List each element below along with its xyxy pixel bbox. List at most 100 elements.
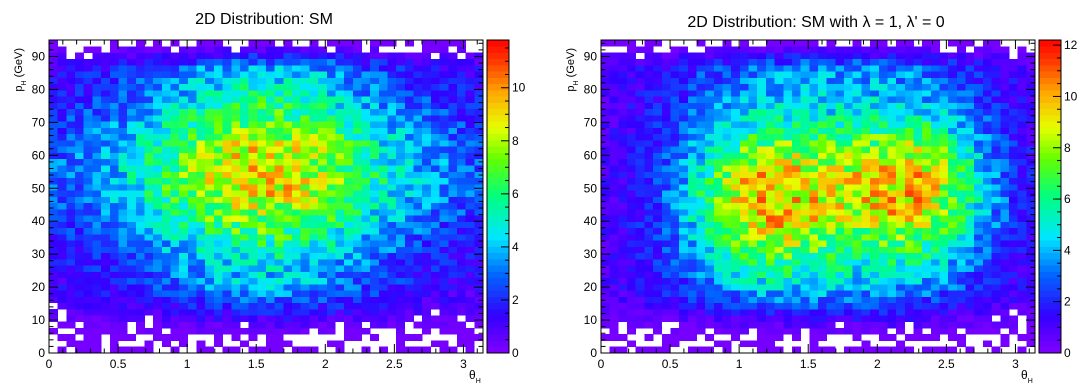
heatmap-cell [800, 96, 810, 103]
heatmap-cell [818, 133, 827, 141]
heatmap-cell [266, 158, 275, 166]
heatmap-cell [731, 171, 741, 179]
heatmap-cell [948, 133, 958, 141]
heatmap-cell [982, 215, 992, 222]
heatmap-cell [783, 133, 793, 141]
heatmap-cell [170, 115, 180, 122]
heatmap-cell [774, 96, 784, 103]
heatmap-cell [982, 221, 992, 229]
heatmap-cell [361, 177, 371, 185]
heatmap-cell [344, 240, 354, 247]
heatmap-cell [930, 252, 940, 260]
heatmap-cell [774, 252, 784, 260]
heatmap-cell [739, 327, 749, 335]
heatmap-cell [49, 227, 58, 235]
heatmap-cell [922, 196, 932, 204]
y-tick-label: 70 [32, 115, 46, 129]
heatmap-cell [835, 252, 845, 260]
heatmap-cell [239, 77, 249, 85]
heatmap-cell [609, 121, 619, 128]
heatmap-cell [396, 83, 406, 91]
heatmap-cell [456, 309, 466, 316]
heatmap-cell [456, 265, 466, 272]
heatmap-cell [878, 158, 888, 166]
heatmap-cell [644, 290, 654, 297]
heatmap-cell [326, 290, 336, 297]
heatmap-cell [161, 246, 171, 254]
heatmap-cell [835, 65, 845, 72]
heatmap-cell [809, 71, 819, 78]
heatmap-cell [965, 96, 975, 103]
heatmap-cell [1026, 265, 1036, 272]
heatmap-cell [956, 190, 966, 197]
heatmap-cell [956, 271, 966, 279]
heatmap-cell [66, 246, 76, 254]
heatmap-cell [644, 284, 654, 291]
heatmap-cell [791, 302, 801, 310]
heatmap-cell [783, 315, 793, 322]
heatmap-cell [1026, 334, 1036, 341]
heatmap-cell [826, 246, 836, 254]
heatmap-cell [1017, 334, 1027, 341]
heatmap-cell [448, 121, 458, 128]
heatmap-cell [852, 284, 862, 291]
heatmap-cell [765, 277, 775, 285]
heatmap-cell [109, 108, 119, 116]
heatmap-cell [627, 265, 637, 272]
heatmap-cell [878, 234, 888, 241]
heatmap-cell [83, 127, 93, 135]
heatmap-cell [722, 71, 732, 78]
heatmap-cell [283, 171, 293, 179]
heatmap-cell [153, 133, 163, 141]
heatmap-cell [1026, 65, 1036, 72]
heatmap-cell [474, 259, 484, 266]
heatmap-cell [635, 83, 645, 91]
heatmap-cell [361, 83, 371, 91]
heatmap-cell [913, 171, 923, 179]
heatmap-cell [982, 183, 992, 191]
heatmap-cell [982, 340, 992, 348]
heatmap-cell [601, 215, 610, 222]
heatmap-cell [731, 302, 741, 310]
heatmap-cell [378, 259, 388, 266]
heatmap-cell [474, 321, 484, 329]
heatmap-cell [791, 202, 801, 210]
heatmap-cell [57, 265, 67, 272]
heatmap-cell [292, 346, 302, 354]
heatmap-cell [75, 146, 85, 153]
heatmap-cell [83, 140, 93, 147]
heatmap-cell [818, 183, 827, 191]
heatmap-cell [653, 83, 663, 91]
heatmap-cell [800, 227, 810, 235]
heatmap-cell [231, 83, 241, 91]
heatmap-cell [1008, 165, 1018, 172]
heatmap-cell [1008, 246, 1018, 254]
heatmap-cell [696, 302, 706, 310]
heatmap-cell [153, 252, 163, 260]
heatmap-cell [904, 296, 914, 304]
heatmap-cell [300, 259, 310, 266]
heatmap-cell [904, 152, 914, 160]
heatmap-cell [300, 315, 310, 322]
heatmap-cell [852, 96, 862, 103]
heatmap-cell [135, 183, 145, 191]
heatmap-cell [370, 221, 380, 229]
heatmap-cell [713, 77, 723, 85]
heatmap-cell [92, 190, 102, 197]
heatmap-cell [887, 202, 897, 210]
heatmap-cell [257, 190, 267, 197]
heatmap-cell [922, 140, 932, 147]
heatmap-cell [92, 340, 102, 348]
heatmap-cell [956, 259, 966, 266]
heatmap-cell [661, 58, 671, 66]
heatmap-cell [404, 127, 414, 135]
heatmap-cell [83, 83, 93, 91]
heatmap-cell [92, 152, 102, 160]
heatmap-cell [722, 221, 732, 229]
heatmap-cell [774, 58, 784, 66]
heatmap-cell [83, 209, 93, 216]
heatmap-cell [878, 290, 888, 297]
heatmap-cell [153, 190, 163, 197]
heatmap-cell [465, 121, 475, 128]
heatmap-cell [318, 140, 328, 147]
